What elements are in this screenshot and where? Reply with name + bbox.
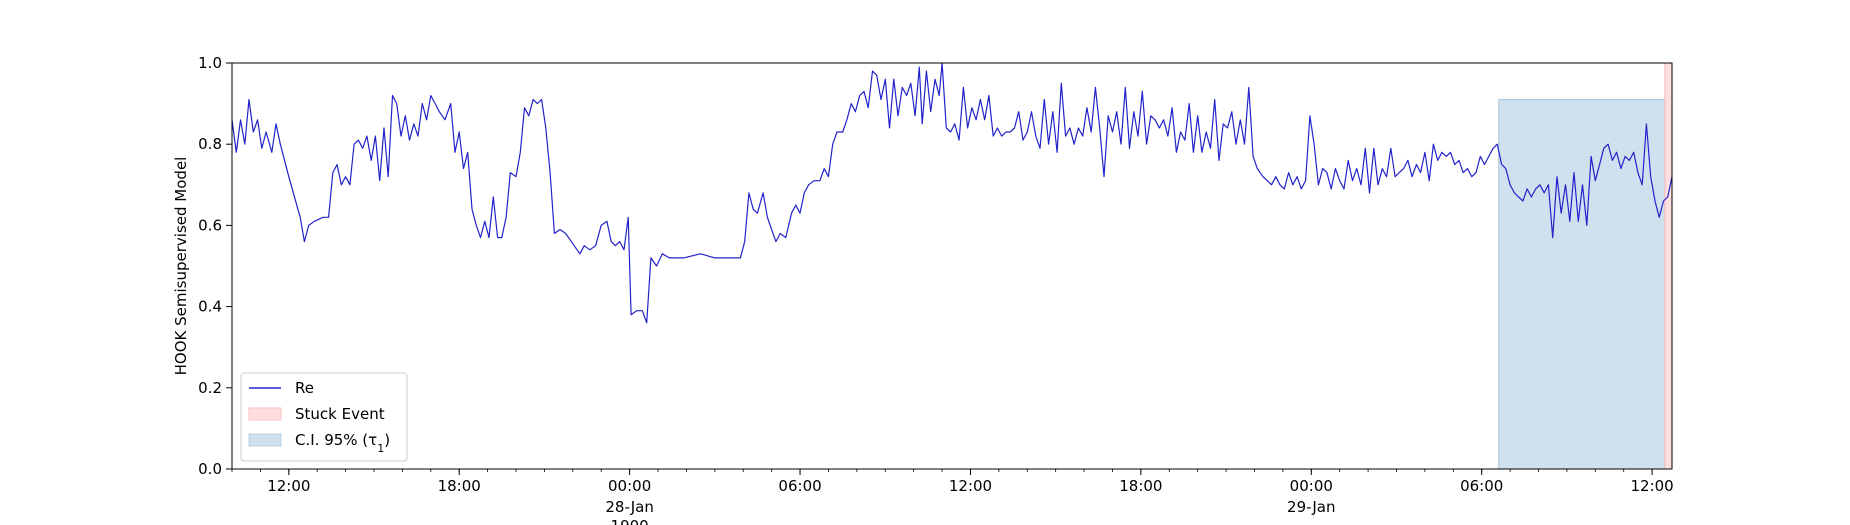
- x-date-label: 28-Jan: [605, 498, 653, 516]
- stuck-event-band: [1664, 62, 1673, 470]
- y-tick-label: 0.8: [198, 135, 222, 153]
- y-tick-label: 0.0: [198, 460, 222, 478]
- x-tick-label: 18:00: [438, 477, 481, 495]
- axes-frame: [231, 62, 1673, 470]
- ci-band: [1498, 99, 1673, 470]
- x-tick-label: 12:00: [1631, 477, 1674, 495]
- legend: Re Stuck Event C.I. 95% (τ1): [240, 372, 408, 462]
- series-layer: [231, 62, 1673, 324]
- x-axis: 12:00 18:00 00:00 28-Jan 06:00 12:00 18:00 00:0…: [231, 469, 1674, 525]
- series-line-re: [231, 62, 1673, 324]
- y-axis: 0.0 0.2 0.4 0.6 0.8 1.0: [198, 54, 232, 478]
- y-axis-label: HOOK Semisupervised Model: [172, 157, 190, 376]
- y-tick-label: 1.0: [198, 54, 222, 72]
- x-tick-label: 12:00: [949, 477, 992, 495]
- legend-label: C.I. 95% (τ1): [295, 431, 390, 455]
- legend-swatch-patch: [248, 433, 282, 447]
- y-tick-label: 0.2: [198, 379, 222, 397]
- y-tick-label: 0.6: [198, 216, 222, 234]
- x-tick-label: 06:00: [778, 477, 821, 495]
- x-tick-label: 00:00: [1290, 477, 1333, 495]
- x-tick-label: 12:00: [267, 477, 310, 495]
- legend-box: [240, 372, 408, 462]
- legend-swatch-patch: [248, 407, 282, 421]
- x-tick-label: 18:00: [1119, 477, 1162, 495]
- x-date-label: 29-Jan: [1287, 498, 1335, 516]
- legend-label: Re: [295, 379, 314, 397]
- x-year-label: 1900: [611, 517, 649, 525]
- legend-label: Stuck Event: [295, 405, 385, 423]
- x-tick-label: 00:00: [608, 477, 651, 495]
- y-tick-label: 0.4: [198, 298, 222, 316]
- x-tick-label: 06:00: [1460, 477, 1503, 495]
